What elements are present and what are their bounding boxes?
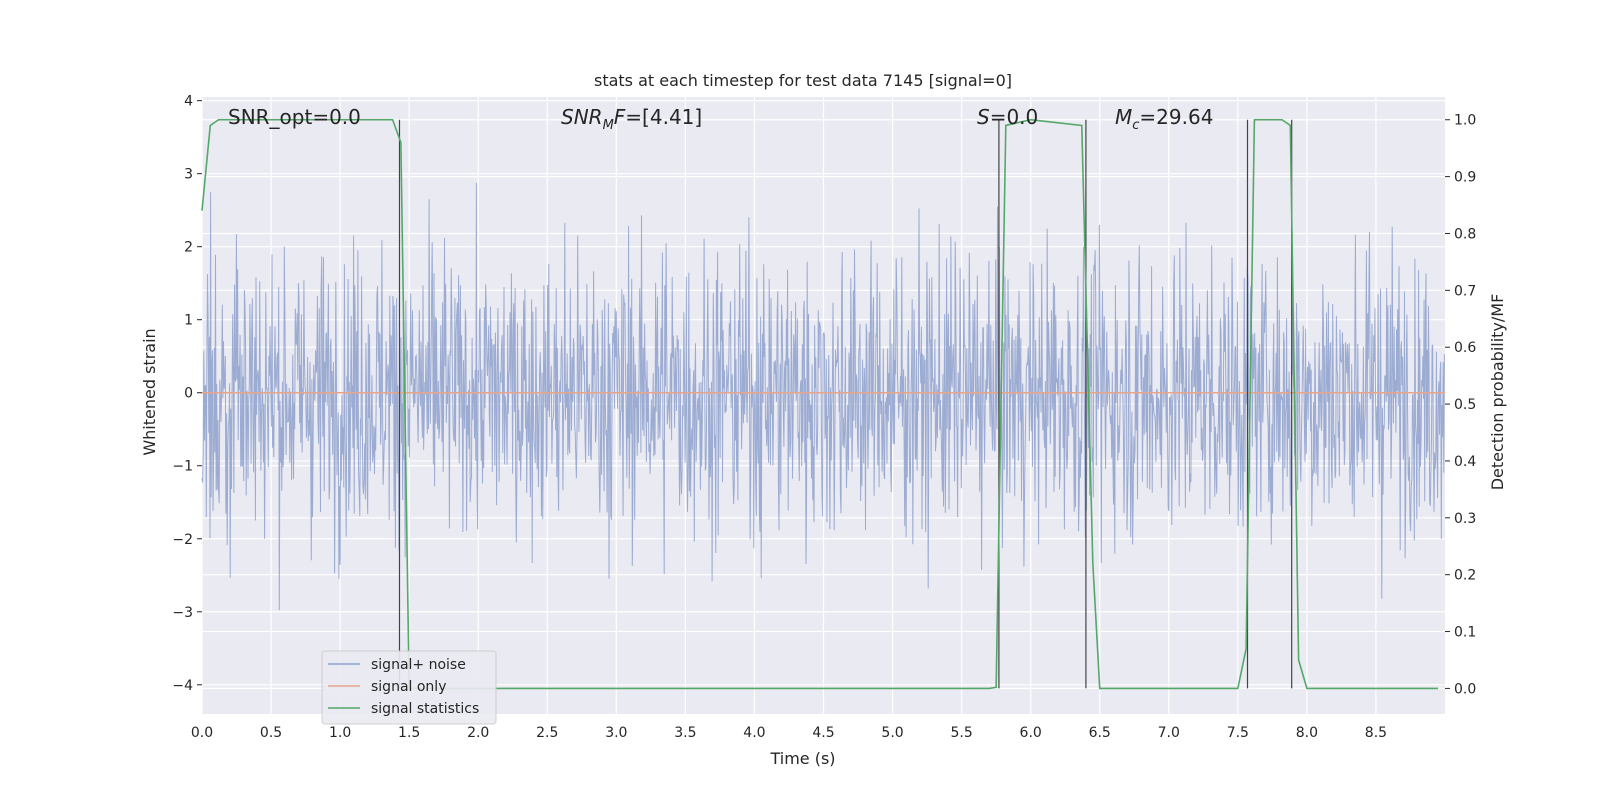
y-right-tick-label: 0.3 [1454,511,1476,527]
y-right-tick-label: 1.0 [1454,113,1476,129]
y-axis-label-right: Detection probability/MF [1488,294,1507,491]
x-tick-label: 2.0 [467,725,489,741]
x-tick-label: 5.5 [950,725,972,741]
y-tick-label: −2 [172,532,193,548]
y-tick-label: −3 [172,605,193,621]
x-tick-label: 0.5 [260,725,282,741]
annotation-snr-opt: SNR_opt=0.0 [228,105,361,129]
y-tick-label: 2 [184,240,193,256]
x-axis-label: Time (s) [769,749,835,768]
legend-label-signal-statistics: signal statistics [371,701,479,717]
x-tick-label: 3.0 [605,725,627,741]
annotation-mc: Mc=29.64 [1115,105,1213,133]
x-tick-label: 8.5 [1365,725,1387,741]
y-tick-label: 3 [184,167,193,183]
y-tick-label: 1 [184,313,193,329]
x-tick-label: 5.0 [881,725,903,741]
signal-plus-noise-line [201,182,1445,611]
grid-lines [201,97,1445,714]
legend-label-signal-noise: signal+ noise [371,657,466,673]
y-tick-label: 4 [184,94,193,110]
legend: signal+ noise signal only signal statist… [321,650,497,725]
y-right-tick-label: 0.0 [1454,681,1476,697]
y-right-tick-label: 0.7 [1454,283,1476,299]
y-right-tick-label: 0.6 [1454,340,1476,356]
y-right-tick-label: 0.1 [1454,625,1476,641]
signal-statistics-series [201,118,1439,690]
x-tick-label: 1.5 [398,725,420,741]
legend-frame [321,650,497,725]
x-tick-label: 6.5 [1089,725,1111,741]
annotation-s: S=0.0 [977,105,1038,129]
y-right-tick-label: 0.4 [1454,454,1476,470]
signal-plus-noise-series [201,182,1445,611]
y-right-tick-label: 0.8 [1454,226,1476,242]
y-right-tick-label: 0.5 [1454,397,1476,413]
y-right-tick-label: 0.9 [1454,170,1476,186]
y-tick-label: 0 [184,386,193,402]
signal-statistics-line [201,118,1439,690]
y-tick-label: −4 [172,678,193,694]
x-tick-label: 3.5 [674,725,696,741]
x-tick-label: 4.5 [812,725,834,741]
x-tick-label: 0.0 [191,725,213,741]
y-tick-label: −1 [172,459,193,475]
x-tick-label: 7.5 [1227,725,1249,741]
x-tick-label: 8.0 [1296,725,1318,741]
annotation-snr-mf: SNRMF=[4.41] [561,105,702,133]
chart-title: stats at each timestep for test data 714… [594,71,1012,90]
x-tick-label: 6.0 [1020,725,1042,741]
x-tick-label: 4.0 [743,725,765,741]
x-tick-label: 2.5 [536,725,558,741]
x-tick-label: 7.0 [1158,725,1180,741]
legend-label-signal-only: signal only [371,679,446,695]
y-right-tick-label: 0.2 [1454,568,1476,584]
axis-ticks: 0.0 0.5 1.0 1.5 2.0 2.5 3.0 3.5 4.0 4.5 5.0 5.5 6.0 6… [172,94,1476,741]
y-axis-label: Whitened strain [140,328,159,455]
x-tick-label: 1.0 [329,725,351,741]
